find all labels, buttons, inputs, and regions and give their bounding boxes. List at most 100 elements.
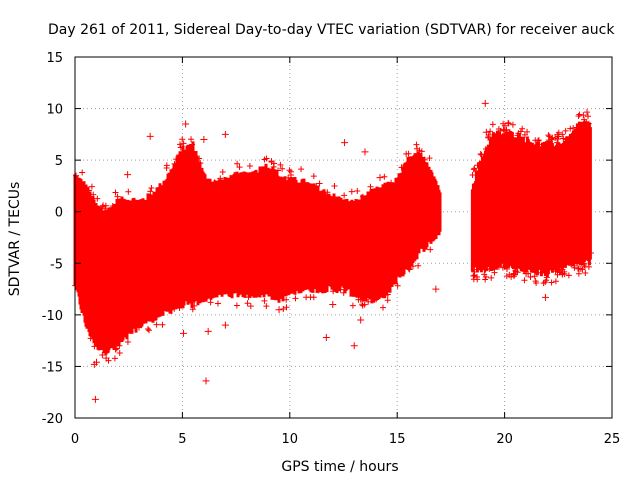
- y-axis-label: SDTVAR / TECUs: [7, 182, 23, 297]
- point-marker: [103, 348, 110, 355]
- point-marker: [87, 335, 94, 342]
- point-marker: [486, 265, 493, 272]
- point-marker: [295, 287, 302, 294]
- outlier-point: [91, 395, 99, 403]
- point-marker: [570, 124, 577, 131]
- point-marker: [101, 205, 108, 212]
- x-axis-label: GPS time / hours: [281, 459, 398, 475]
- point-marker: [217, 175, 224, 182]
- point-marker: [575, 265, 582, 272]
- point-marker: [111, 355, 118, 362]
- point-marker: [470, 273, 477, 280]
- point-marker: [469, 172, 476, 179]
- point-marker: [109, 203, 116, 210]
- outlier-point: [204, 327, 212, 335]
- point-marker: [303, 294, 310, 301]
- outlier-point: [482, 128, 490, 136]
- point-marker: [584, 113, 591, 120]
- point-marker: [197, 160, 204, 167]
- point-marker: [405, 265, 412, 272]
- outlier-point: [350, 342, 358, 350]
- point-marker: [512, 268, 519, 275]
- point-marker: [515, 130, 522, 137]
- point-marker: [549, 134, 556, 141]
- point-marker: [519, 125, 526, 132]
- point-marker: [562, 136, 569, 143]
- point-marker: [93, 203, 100, 210]
- point-marker: [176, 304, 183, 311]
- point-marker: [316, 180, 323, 187]
- point-marker: [180, 140, 187, 147]
- point-marker: [349, 302, 356, 309]
- point-marker: [277, 161, 284, 168]
- point-marker: [113, 345, 120, 352]
- point-marker: [274, 167, 281, 174]
- point-marker: [418, 148, 425, 155]
- point-marker: [554, 139, 561, 146]
- point-marker: [257, 291, 264, 298]
- outlier-point: [179, 329, 187, 337]
- point-marker: [522, 265, 529, 272]
- outlier-point: [200, 136, 208, 144]
- point-marker: [557, 269, 564, 276]
- point-marker: [503, 273, 510, 280]
- y-tick-label: 5: [55, 154, 63, 169]
- point-marker: [415, 262, 422, 269]
- point-marker: [471, 165, 478, 172]
- point-marker: [146, 327, 153, 334]
- point-marker: [112, 189, 119, 196]
- point-marker: [147, 188, 154, 195]
- point-marker: [474, 162, 481, 169]
- outlier-point: [102, 354, 110, 362]
- point-marker: [331, 183, 338, 190]
- point-marker: [179, 136, 186, 143]
- point-marker: [313, 183, 320, 190]
- point-marker: [337, 286, 344, 293]
- point-marker: [582, 270, 589, 277]
- y-tick-label: 10: [46, 103, 63, 118]
- point-marker: [567, 125, 574, 132]
- point-marker: [318, 287, 325, 294]
- point-marker: [171, 160, 178, 167]
- plot-frame: [74, 56, 613, 419]
- point-marker: [426, 155, 433, 162]
- point-marker: [482, 273, 489, 280]
- outlier-point: [481, 99, 489, 107]
- point-marker: [574, 260, 581, 267]
- outlier-point: [522, 270, 530, 278]
- point-marker: [583, 119, 590, 126]
- outlier-points: [90, 99, 595, 403]
- point-marker: [244, 300, 251, 307]
- point-marker: [283, 296, 290, 303]
- data-band-main-fill: [73, 141, 442, 355]
- outlier-point: [541, 293, 549, 301]
- point-marker: [511, 265, 518, 272]
- point-marker: [584, 109, 591, 116]
- point-marker: [112, 346, 119, 353]
- point-marker: [153, 321, 160, 328]
- point-marker: [495, 263, 502, 270]
- point-marker: [534, 137, 541, 144]
- point-marker: [236, 164, 243, 171]
- point-marker: [189, 141, 196, 148]
- point-marker: [292, 295, 299, 302]
- x-tick-label: 25: [604, 432, 621, 447]
- x-tick-label: 10: [282, 432, 299, 447]
- point-marker: [379, 304, 386, 311]
- point-marker: [245, 294, 252, 301]
- data-band-main: [72, 136, 442, 364]
- point-marker: [505, 120, 512, 127]
- point-marker: [488, 274, 495, 281]
- point-marker: [286, 167, 293, 174]
- point-marker: [485, 134, 492, 141]
- outlier-point: [357, 316, 365, 324]
- point-marker: [171, 305, 178, 312]
- point-marker: [261, 297, 268, 304]
- point-marker: [148, 184, 155, 191]
- point-marker: [576, 111, 583, 118]
- point-marker: [508, 273, 515, 280]
- outlier-point: [92, 358, 100, 366]
- point-marker: [575, 270, 582, 277]
- point-marker: [94, 195, 101, 202]
- point-marker: [481, 266, 488, 273]
